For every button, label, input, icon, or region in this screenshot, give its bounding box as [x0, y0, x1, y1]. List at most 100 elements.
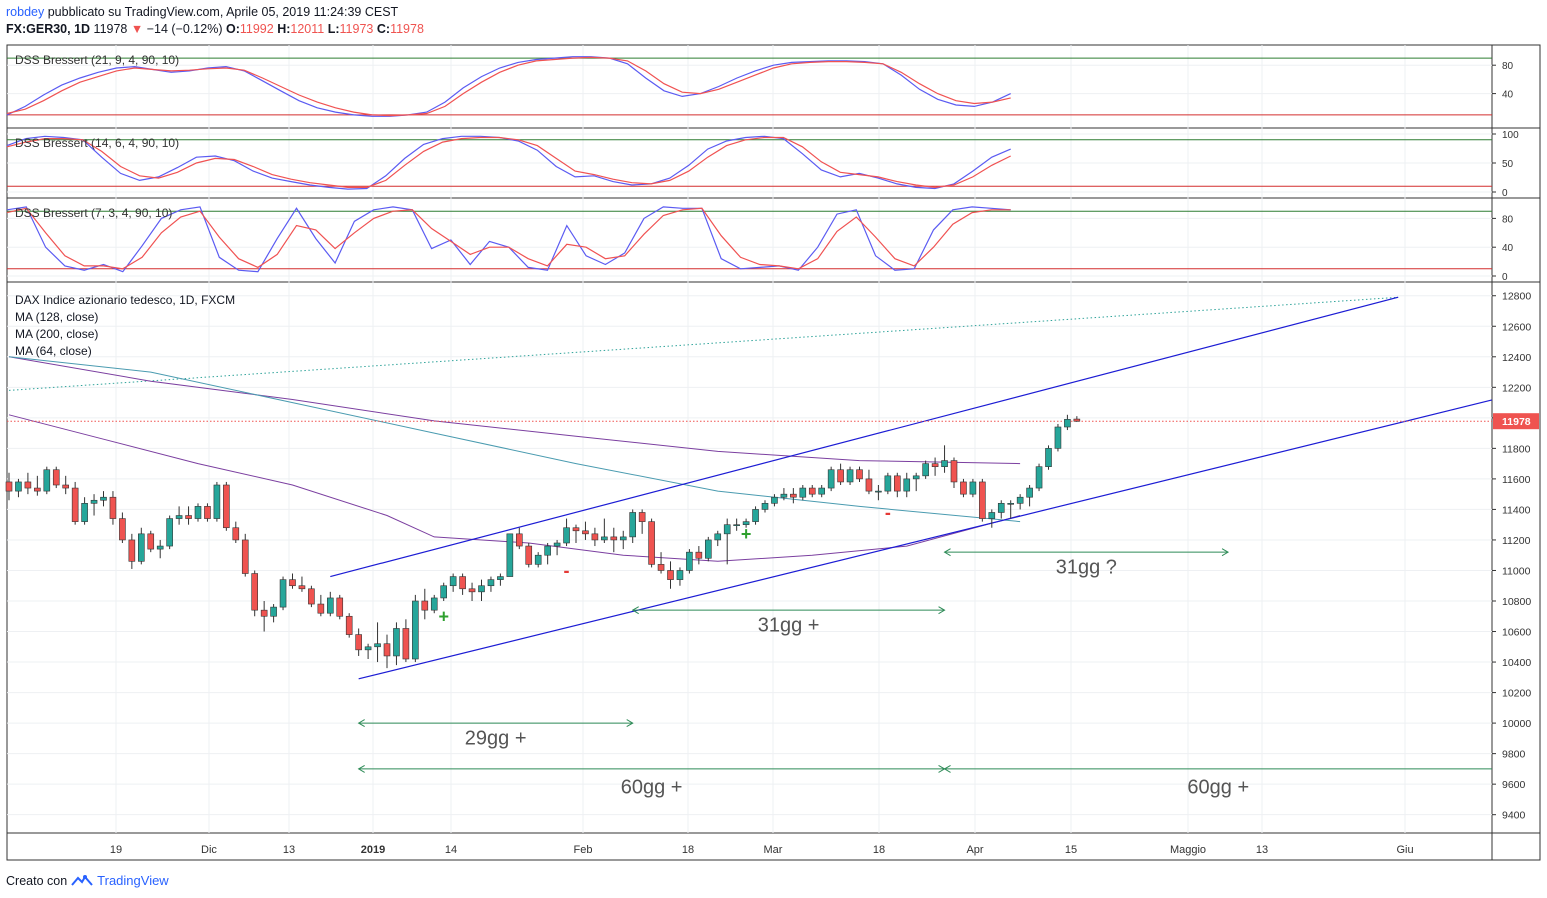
candle-body [345, 615, 353, 635]
arrow-right-icon [938, 606, 946, 615]
arrow-left-icon [357, 764, 365, 773]
legend-entry: MA (128, close) [15, 310, 98, 324]
candle-body [497, 576, 504, 580]
y-tick-label: 0 [1502, 188, 1508, 199]
candle-body [308, 588, 315, 605]
candle-body [846, 469, 854, 483]
down-arrow-icon: ▼ [130, 22, 144, 36]
candle-body [638, 512, 646, 522]
y-tick-label: 100 [1502, 130, 1519, 141]
x-tick-label: Dic [201, 844, 217, 856]
candle-body [941, 460, 948, 467]
candle-body [865, 478, 873, 492]
candle-body [742, 521, 750, 525]
legend-entry: MA (64, close) [15, 344, 92, 358]
y-tick-label: 11000 [1502, 565, 1531, 577]
candle-body [610, 536, 618, 541]
candle-body [430, 597, 438, 611]
candle-body [336, 597, 344, 617]
candle-body [43, 469, 51, 492]
y-tick-label: 0 [1502, 272, 1508, 283]
arrow-left-icon [357, 719, 365, 728]
candle-body [979, 481, 986, 519]
candle-body [270, 606, 277, 617]
candle-body [534, 554, 542, 565]
x-tick-label: Maggio [1170, 844, 1206, 856]
author-link[interactable]: robdey [6, 5, 45, 19]
candle-body [90, 499, 98, 504]
y-tick-label: 9800 [1502, 749, 1526, 761]
candle-body [960, 481, 967, 495]
arrow-right-icon [1221, 548, 1230, 557]
candle-body [997, 503, 1005, 513]
candle-body [1007, 503, 1015, 505]
range-label: 31gg ? [1056, 557, 1117, 579]
candle-body [213, 484, 221, 519]
y-tick-label: 10000 [1502, 718, 1531, 730]
candle-body [676, 570, 684, 580]
candle-body [771, 496, 778, 504]
arrow-left-icon [631, 606, 639, 615]
candle-body [119, 518, 126, 541]
dss-d-line [6, 56, 1011, 117]
y-tick-label: 50 [1502, 159, 1514, 170]
candle-body [232, 527, 240, 541]
candle-body [279, 579, 287, 608]
candle-body [156, 545, 164, 550]
candle-body [629, 512, 637, 538]
y-tick-label: 9600 [1502, 779, 1526, 791]
candle-body [1045, 448, 1052, 467]
candle-body [704, 539, 712, 559]
candle-body [1026, 487, 1033, 498]
dss-title: DSS Bressert (14, 6, 4, 90, 10) [15, 136, 179, 150]
dss-d-line [6, 207, 1011, 270]
candle-body [412, 600, 419, 660]
moving-average-line [8, 356, 1021, 465]
candle-body [837, 469, 844, 483]
low-value: 11973 [339, 22, 374, 36]
candle-body [421, 600, 429, 611]
candle-body [544, 545, 551, 556]
high-value: 12011 [290, 22, 325, 36]
last-price-tag-label: 11978 [1502, 416, 1531, 428]
candle-body [619, 536, 627, 541]
close-label: C: [376, 22, 391, 36]
y-tick-label: 11200 [1502, 535, 1531, 547]
candle-body [506, 533, 514, 577]
arrow-left-icon [943, 548, 951, 557]
candle-body [723, 524, 731, 535]
candle-body [260, 609, 268, 617]
candle-body [100, 496, 107, 501]
candle-body [648, 521, 655, 565]
candle-body [355, 634, 362, 651]
range-label: 29gg + [465, 727, 527, 749]
dss-k-line [6, 56, 1011, 117]
arrow-right-icon [626, 719, 634, 728]
candle-body [52, 469, 60, 486]
y-tick-label: 40 [1502, 90, 1514, 101]
plus-marker: + [741, 524, 752, 544]
candle-body [71, 487, 79, 522]
last-price-tag [1493, 413, 1539, 430]
x-tick-label: 15 [1065, 844, 1077, 856]
candle-body [223, 484, 230, 529]
tradingview-link[interactable]: TradingView [97, 873, 169, 888]
candle-body [572, 527, 580, 532]
candle-body [62, 484, 70, 489]
candle-body [109, 496, 117, 519]
x-tick-label: 18 [873, 844, 885, 856]
high-label: H: [277, 22, 291, 36]
candle-body [969, 481, 977, 495]
candle-body [601, 536, 608, 541]
x-tick-label: 18 [682, 844, 694, 856]
candle-body [808, 487, 816, 495]
change-value: −14 (−0.12%) [146, 22, 223, 36]
candle-body [686, 551, 693, 571]
candle-body [241, 539, 249, 574]
y-tick-label: 11800 [1502, 443, 1531, 455]
candle-body [81, 503, 88, 522]
range-label: 60gg + [621, 776, 683, 798]
y-tick-label: 11600 [1502, 474, 1531, 486]
candle-body [903, 478, 911, 492]
